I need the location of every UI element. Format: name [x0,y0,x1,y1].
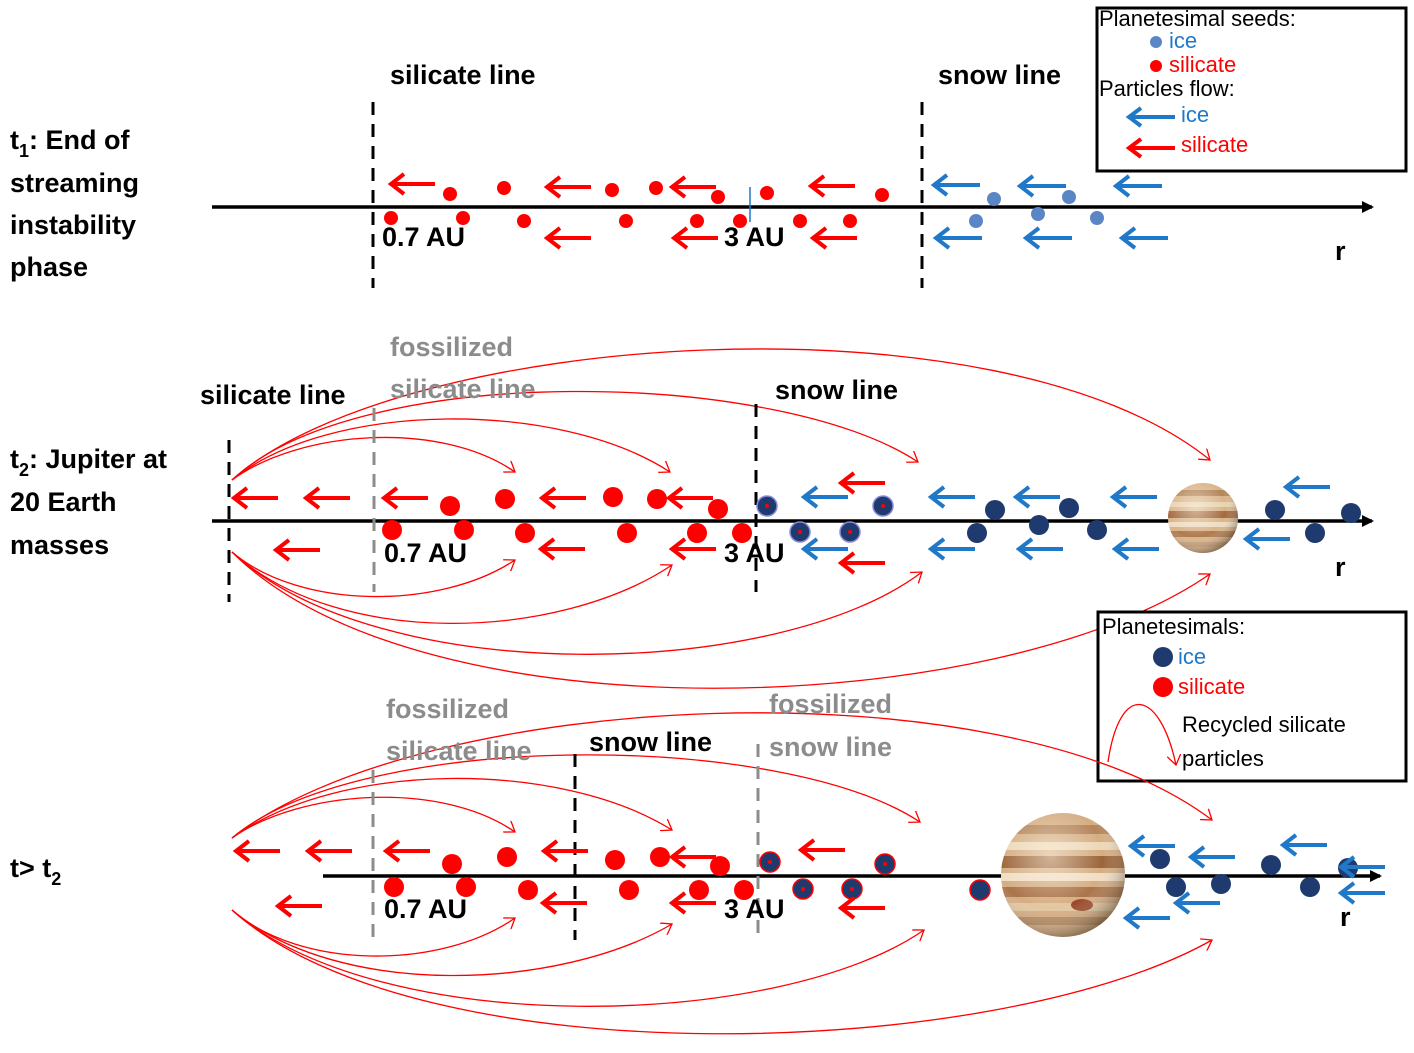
silicate-line-label-1: silicate line [390,60,536,90]
tick-label-07au-2: 0.7 AU [384,538,467,568]
stage-label-t2: t2: Jupiter at 20 Earth masses [10,444,175,560]
ice-flow-arrows-2 [800,475,1330,561]
ice-planetesimals-silicate-core-3 [759,851,991,901]
jupiter-small [1168,483,1238,553]
r-axis-label-1: r [1335,236,1346,266]
fossil-snow-label-3a: fossilized [769,689,892,719]
legend-silicate-flow-arrow [1125,137,1175,159]
legend-seeds: Planetesimal seeds: ice silicate Particl… [1095,6,1408,173]
silicate-planetesimals-2 [382,487,752,543]
panel-t3: t> t2 r fossilized silicate line snow li… [10,689,1385,1035]
legend-ice-label: ice [1178,644,1206,669]
snow-line-label-1: snow line [938,60,1061,90]
legend-ice-seed-marker [1150,36,1162,48]
silicate-flow-arrows-1 [387,172,857,250]
legend-recycled-label-1: Recycled silicate [1182,712,1346,737]
fossil-silicate-label-2a: fossilized [390,332,513,362]
legend-ice-flow-arrow [1125,106,1175,128]
recycled-arcs-2 [231,348,1210,689]
legend-seeds-title: Planetesimal seeds: [1099,6,1296,31]
silicate-seeds-1 [384,181,889,228]
ice-flow-arrows-3 [1122,833,1385,930]
stage-label-t3: t> t2 [10,853,61,889]
silicate-planetesimals-3 [384,847,754,900]
silicate-flow-arrows-3 [232,838,885,920]
legend-flow-ice-label: ice [1181,102,1209,127]
tick-label-07au-3: 0.7 AU [384,894,467,924]
r-axis-label-3: r [1340,902,1351,932]
recycled-arcs-3 [231,712,1212,1035]
ice-planetesimals-2 [967,498,1361,543]
ice-planetesimals-silicate-core-2 [756,495,894,543]
legend-recycled-arc [1107,703,1176,765]
snow-line-label-3: snow line [589,727,712,757]
ice-flow-arrows-1 [930,173,1168,250]
tick-label-3au-3: 3 AU [724,894,785,924]
tick-label-3au-2: 3 AU [724,538,785,568]
tick-label-3au-1: 3 AU [724,222,785,252]
stage-label-t1: t1: End of streaming instability phase [10,125,147,282]
legend-recycled-label-2: particles [1182,746,1264,771]
legend-seed-ice-label: ice [1169,28,1197,53]
legend-planetesimals-title: Planetesimals: [1102,614,1245,639]
legend-silicate-planetesimal-marker [1153,677,1173,697]
legend-planetesimals: Planetesimals: ice silicate Recycled sil… [1096,610,1408,783]
fossil-silicate-label-2b: silicate line [390,374,536,404]
jupiter-large [1001,813,1125,937]
panel-t1: t1: End of streaming instability phase r… [10,60,1374,288]
tick-label-07au-1: 0.7 AU [382,222,465,252]
panel-t2: t2: Jupiter at 20 Earth masses r silicat… [10,332,1374,689]
silicate-line-label-2: silicate line [200,380,346,410]
legend-flow-silicate-label: silicate [1181,132,1248,157]
legend-flow-title: Particles flow: [1099,76,1235,101]
silicate-flow-arrows-2 [230,471,885,575]
legend-ice-planetesimal-marker [1153,647,1173,667]
fossil-silicate-label-3b: silicate line [386,736,532,766]
ice-planetesimals-3 [1150,849,1358,897]
legend-seed-silicate-label: silicate [1169,52,1236,77]
snow-line-label-2: snow line [775,375,898,405]
legend-silicate-label: silicate [1178,674,1245,699]
fossil-snow-label-3b: snow line [769,732,892,762]
fossil-silicate-label-3a: fossilized [386,694,509,724]
ice-seeds-1 [969,190,1104,228]
legend-silicate-seed-marker [1150,60,1162,72]
r-axis-label-2: r [1335,552,1346,582]
